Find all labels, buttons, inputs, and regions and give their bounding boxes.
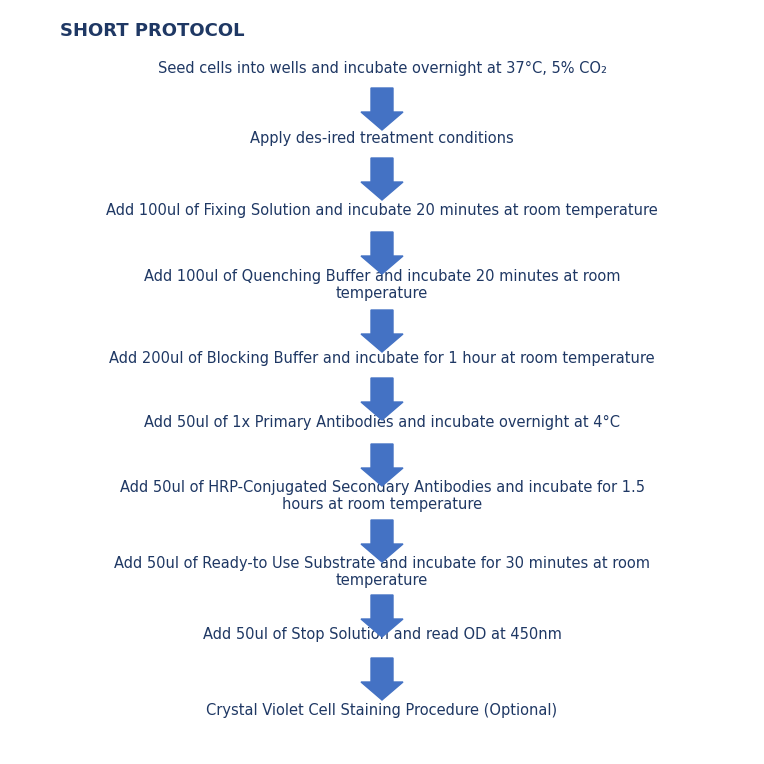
Polygon shape — [361, 310, 403, 352]
Polygon shape — [361, 444, 403, 486]
Polygon shape — [361, 595, 403, 637]
Polygon shape — [361, 232, 403, 274]
Text: Seed cells into wells and incubate overnight at 37°C, 5% CO₂: Seed cells into wells and incubate overn… — [157, 60, 607, 76]
Text: SHORT PROTOCOL: SHORT PROTOCOL — [60, 22, 244, 40]
Text: Add 100ul of Fixing Solution and incubate 20 minutes at room temperature: Add 100ul of Fixing Solution and incubat… — [106, 202, 658, 218]
Text: Add 100ul of Quenching Buffer and incubate 20 minutes at room
temperature: Add 100ul of Quenching Buffer and incuba… — [144, 269, 620, 301]
Polygon shape — [361, 520, 403, 562]
Polygon shape — [361, 378, 403, 420]
Text: Crystal Violet Cell Staining Procedure (Optional): Crystal Violet Cell Staining Procedure (… — [206, 703, 558, 717]
Polygon shape — [361, 88, 403, 130]
Text: Add 50ul of HRP-Conjugated Secondary Antibodies and incubate for 1.5
hours at ro: Add 50ul of HRP-Conjugated Secondary Ant… — [119, 480, 645, 512]
Text: Add 50ul of Ready-to Use Substrate and incubate for 30 minutes at room
temperatu: Add 50ul of Ready-to Use Substrate and i… — [114, 555, 650, 588]
Polygon shape — [361, 158, 403, 200]
Text: Add 200ul of Blocking Buffer and incubate for 1 hour at room temperature: Add 200ul of Blocking Buffer and incubat… — [109, 351, 655, 365]
Text: Apply des­ired treatment conditions: Apply des­ired treatment conditions — [250, 131, 514, 145]
Text: Add 50ul of 1x Primary Antibodies and incubate overnight at 4°C: Add 50ul of 1x Primary Antibodies and in… — [144, 415, 620, 429]
Polygon shape — [361, 658, 403, 700]
Text: Add 50ul of Stop Solution and read OD at 450nm: Add 50ul of Stop Solution and read OD at… — [202, 627, 562, 643]
